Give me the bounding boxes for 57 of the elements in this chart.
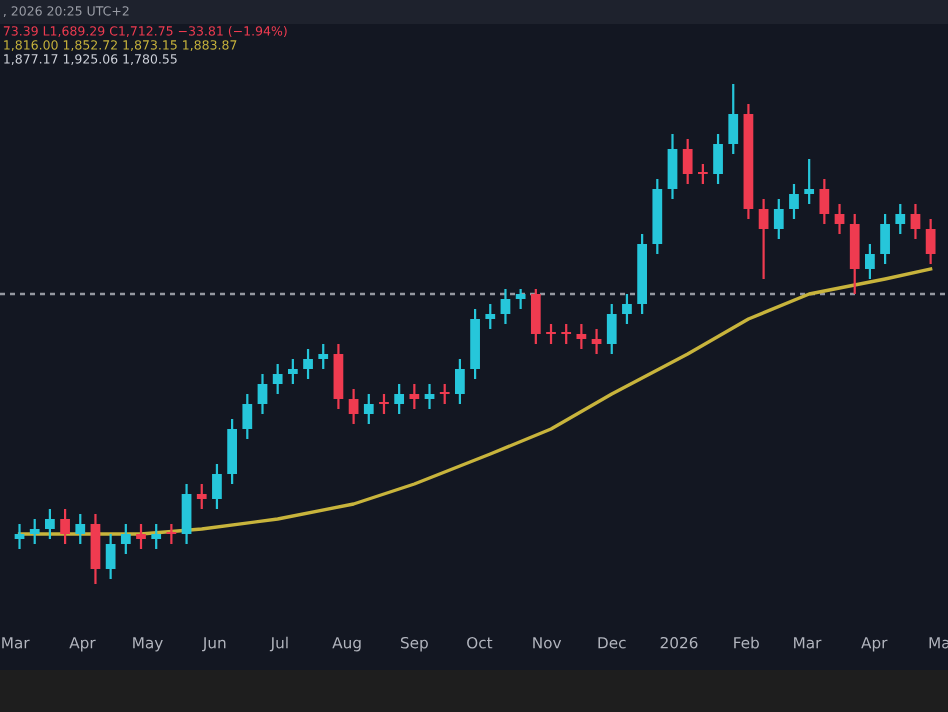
candlestick	[227, 417, 237, 486]
candlestick	[713, 132, 723, 186]
candlestick	[379, 392, 389, 416]
candlestick	[865, 242, 875, 281]
candlestick	[75, 512, 86, 546]
candlestick	[439, 382, 450, 406]
candlestick	[789, 182, 799, 221]
candlestick	[212, 462, 222, 511]
candlestick	[819, 177, 830, 226]
candlestick	[682, 137, 693, 186]
candlestick	[181, 482, 192, 546]
candlestick	[45, 507, 55, 541]
candlestick	[455, 357, 465, 406]
candlestick	[105, 532, 116, 581]
candlestick	[348, 387, 359, 426]
candlestick	[166, 522, 177, 546]
candlestick	[622, 292, 632, 326]
candlestick	[500, 287, 511, 326]
candlestick	[272, 362, 283, 396]
candlestick	[90, 512, 101, 586]
candlestick	[14, 522, 25, 551]
candlestick	[363, 392, 374, 426]
candlestick	[60, 507, 70, 546]
candlestick	[758, 197, 769, 281]
candlestick	[910, 202, 921, 241]
candlestick	[136, 522, 146, 551]
candlestick	[409, 382, 420, 411]
candlestick	[120, 522, 131, 556]
candlestick	[196, 482, 207, 511]
candlestick	[29, 517, 40, 546]
candlestick	[287, 357, 298, 386]
candlestick	[561, 322, 572, 346]
candlestick	[591, 327, 602, 356]
candlestick	[242, 392, 253, 441]
candlestick	[424, 382, 435, 411]
candlestick	[667, 132, 678, 201]
candlestick	[925, 217, 936, 266]
candlestick	[697, 162, 708, 186]
candlestick	[849, 212, 860, 296]
candlestick	[728, 82, 739, 156]
candlestick	[834, 202, 845, 236]
candlestick	[318, 342, 329, 371]
candlestick	[546, 322, 556, 346]
candlestick	[485, 302, 496, 331]
candlestick	[804, 157, 815, 206]
candlestick	[530, 287, 541, 346]
candlestick	[257, 372, 268, 416]
candlestick	[880, 212, 890, 266]
candlestick	[333, 342, 344, 411]
candlestick	[394, 382, 405, 416]
candlestick	[303, 347, 313, 381]
candlestick	[515, 287, 526, 311]
candlestick	[576, 322, 587, 351]
candlestick	[151, 522, 162, 551]
candlestick	[895, 202, 906, 236]
candlestick	[773, 197, 784, 241]
candlestick	[606, 302, 617, 356]
